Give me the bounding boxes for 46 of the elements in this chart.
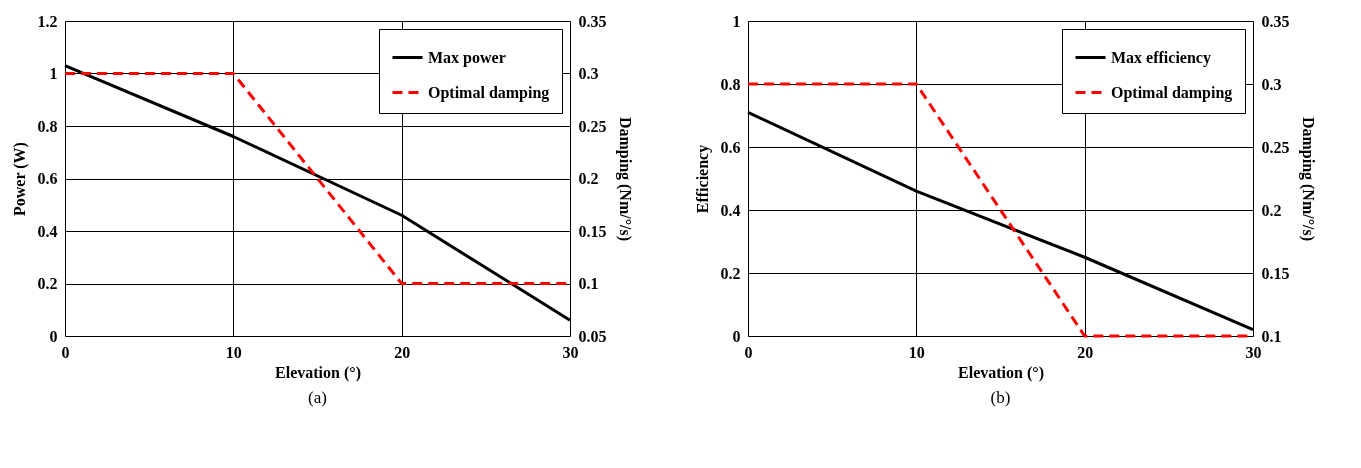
y-tick-label: 0.4	[37, 222, 58, 240]
y-tick-label: 0.2	[720, 264, 741, 282]
y-tick-label: 1	[732, 12, 741, 30]
legend-label: Max power	[428, 48, 506, 67]
x-axis-title: Elevation (°)	[275, 363, 361, 382]
y2-tick-label: 0.2	[1261, 201, 1282, 219]
x-tick-label: 10	[908, 343, 925, 361]
y2-tick-label: 0.1	[1261, 327, 1282, 345]
y-axis-title: Power (W)	[10, 142, 29, 216]
x-tick-label: 0	[744, 343, 753, 361]
y-tick-label: 1.2	[37, 12, 58, 30]
y2-tick-label: 0.05	[578, 327, 607, 345]
y-tick-label: 0	[49, 327, 58, 345]
y2-tick-label: 0.35	[1261, 12, 1290, 30]
x-tick-label: 20	[394, 343, 411, 361]
y2-tick-label: 0.3	[578, 65, 599, 82]
x-tick-label: 30	[1245, 343, 1262, 361]
y-tick-label: 0.8	[720, 75, 741, 93]
text: (b)	[990, 388, 1011, 407]
y-tick-label: 0	[732, 327, 741, 345]
legend-label: Max efficiency	[1111, 48, 1211, 67]
y2-axis-title: Damping (Nm/°/s)	[1298, 116, 1317, 242]
y-tick-label: 0.2	[37, 275, 58, 292]
y-tick-label: 0.8	[37, 117, 58, 135]
y-tick-label: 0.6	[37, 170, 58, 187]
x-axis-title: Elevation (°)	[958, 363, 1044, 382]
x-tick-label: 0	[61, 343, 70, 361]
y2-axis-title: Damping (Nm/°/s)	[615, 116, 634, 242]
y2-tick-label: 0.3	[1261, 75, 1282, 93]
y2-tick-label: 0.35	[578, 12, 607, 30]
text: (a)	[308, 388, 327, 407]
y2-tick-label: 0.15	[1261, 264, 1290, 282]
x-tick-label: 10	[225, 343, 242, 361]
y-axis-title: Efficiency	[693, 144, 712, 214]
y2-tick-label: 0.25	[578, 117, 607, 135]
y2-tick-label: 0.1	[578, 275, 599, 292]
x-tick-label: 30	[562, 343, 579, 361]
legend-label: Optimal damping	[428, 83, 550, 102]
x-tick-label: 20	[1077, 343, 1094, 361]
y2-tick-label: 0.25	[1261, 138, 1290, 156]
y-tick-label: 1	[49, 65, 58, 82]
y-tick-label: 0.6	[720, 138, 741, 156]
y-tick-label: 0.4	[720, 201, 741, 219]
y2-tick-label: 0.15	[578, 222, 607, 240]
y2-tick-label: 0.2	[578, 170, 599, 187]
legend-label: Optimal damping	[1111, 83, 1233, 102]
